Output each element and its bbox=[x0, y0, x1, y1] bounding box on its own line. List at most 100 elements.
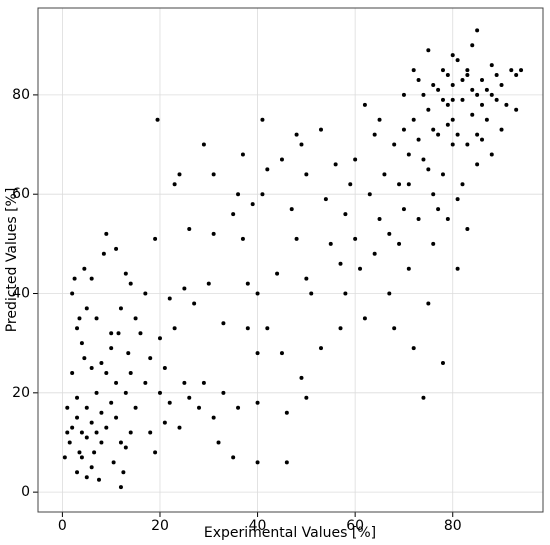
point bbox=[445, 217, 450, 222]
point bbox=[484, 117, 489, 122]
point bbox=[138, 331, 143, 336]
point bbox=[426, 301, 431, 306]
point bbox=[79, 430, 84, 435]
point bbox=[84, 435, 89, 440]
point bbox=[294, 132, 299, 137]
point bbox=[75, 470, 80, 475]
point bbox=[406, 152, 411, 157]
point bbox=[289, 207, 294, 212]
point bbox=[123, 271, 128, 276]
point bbox=[411, 346, 416, 351]
point bbox=[153, 236, 158, 241]
point bbox=[406, 266, 411, 271]
point bbox=[353, 236, 358, 241]
point bbox=[182, 286, 187, 291]
point bbox=[401, 127, 406, 132]
point bbox=[377, 217, 382, 222]
point bbox=[450, 97, 455, 102]
point bbox=[114, 246, 119, 251]
point bbox=[323, 197, 328, 202]
point bbox=[231, 455, 236, 460]
point bbox=[99, 410, 104, 415]
point bbox=[126, 351, 131, 356]
point bbox=[245, 281, 250, 286]
point bbox=[465, 68, 470, 73]
point bbox=[387, 291, 392, 296]
point bbox=[397, 182, 402, 187]
point bbox=[128, 281, 133, 286]
point bbox=[475, 132, 480, 137]
point bbox=[353, 157, 358, 162]
point bbox=[514, 107, 519, 112]
point bbox=[133, 405, 138, 410]
point bbox=[318, 346, 323, 351]
point bbox=[89, 276, 94, 281]
point bbox=[460, 97, 465, 102]
point bbox=[426, 48, 431, 53]
point bbox=[177, 425, 182, 430]
point bbox=[118, 485, 123, 490]
point bbox=[494, 97, 499, 102]
point bbox=[104, 425, 109, 430]
point bbox=[470, 112, 475, 117]
point bbox=[206, 281, 211, 286]
point bbox=[114, 415, 119, 420]
point bbox=[348, 182, 353, 187]
point bbox=[84, 306, 89, 311]
point bbox=[475, 28, 480, 33]
point bbox=[460, 182, 465, 187]
point bbox=[455, 266, 460, 271]
point bbox=[499, 127, 504, 132]
point bbox=[343, 291, 348, 296]
point bbox=[231, 212, 236, 217]
point bbox=[89, 465, 94, 470]
point bbox=[275, 271, 280, 276]
point bbox=[421, 92, 426, 97]
point bbox=[440, 97, 445, 102]
point bbox=[460, 78, 465, 82]
point bbox=[260, 117, 265, 122]
point bbox=[118, 306, 123, 311]
point bbox=[494, 73, 499, 78]
point bbox=[455, 132, 460, 137]
point bbox=[67, 440, 72, 445]
point bbox=[309, 291, 314, 296]
point bbox=[294, 236, 299, 241]
point bbox=[123, 445, 128, 450]
point bbox=[82, 266, 87, 271]
point bbox=[92, 450, 97, 455]
point bbox=[118, 440, 123, 445]
point bbox=[216, 440, 221, 445]
point bbox=[480, 102, 485, 107]
point bbox=[416, 78, 421, 82]
point bbox=[114, 380, 119, 385]
point bbox=[519, 68, 524, 73]
point bbox=[255, 460, 260, 465]
point bbox=[465, 226, 470, 231]
point bbox=[162, 366, 167, 370]
point bbox=[265, 167, 270, 172]
y-tick-label: 0 bbox=[21, 484, 30, 500]
point bbox=[392, 326, 397, 331]
y-tick-label: 40 bbox=[12, 286, 30, 302]
point bbox=[333, 162, 338, 167]
point bbox=[236, 192, 241, 197]
point bbox=[79, 341, 84, 346]
point bbox=[250, 202, 255, 207]
y-tick-label: 80 bbox=[12, 87, 30, 103]
point bbox=[172, 326, 177, 331]
point bbox=[450, 82, 455, 87]
point bbox=[123, 390, 128, 395]
point bbox=[465, 142, 470, 147]
point bbox=[480, 137, 485, 142]
x-tick-label: 20 bbox=[151, 518, 169, 534]
point bbox=[304, 172, 309, 177]
point bbox=[221, 390, 226, 395]
point bbox=[416, 137, 421, 142]
point bbox=[440, 68, 445, 73]
point bbox=[450, 142, 455, 147]
point bbox=[148, 356, 153, 361]
point bbox=[470, 43, 475, 48]
point bbox=[255, 400, 260, 405]
point bbox=[236, 405, 241, 410]
